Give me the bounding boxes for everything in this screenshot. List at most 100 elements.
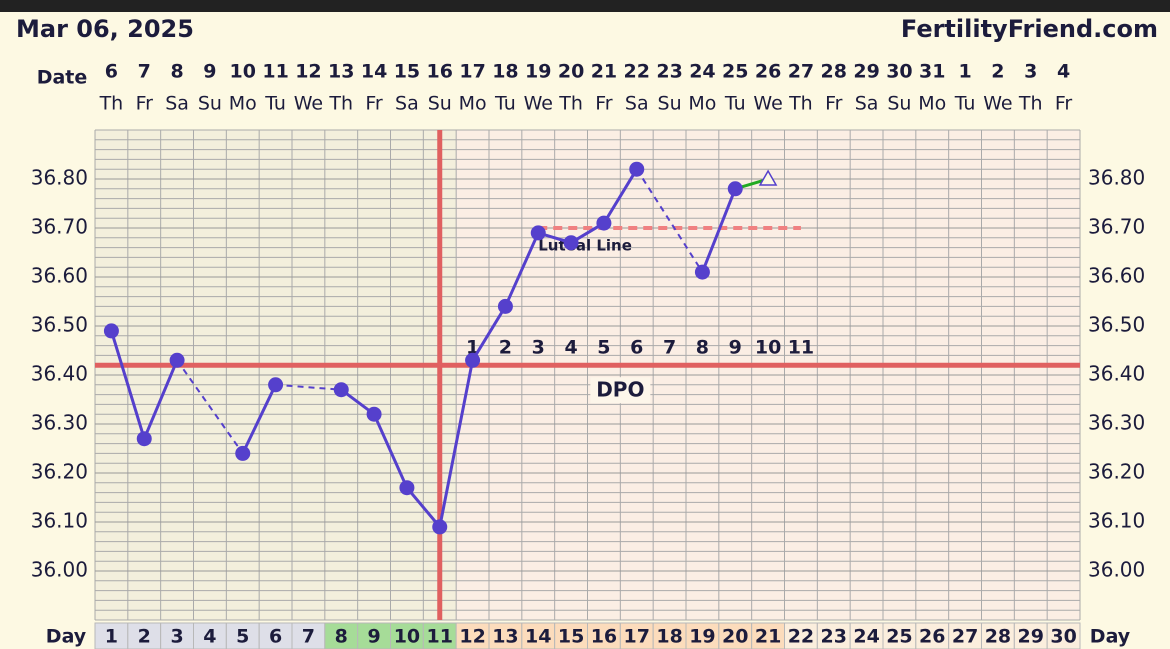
day-number: 11: [427, 626, 453, 648]
day-number: 15: [558, 626, 584, 648]
date-label: 10: [230, 61, 256, 83]
day-cell: [685, 622, 720, 649]
dpo-number: 8: [696, 337, 709, 359]
y-tick-label: 36.40: [1088, 362, 1145, 386]
weekday-label: Tu: [954, 93, 976, 115]
weekday-label: Th: [558, 93, 583, 115]
y-tick-label: 36.30: [31, 411, 88, 435]
day-number: 5: [236, 626, 249, 648]
weekday-label: We: [294, 93, 323, 115]
day-number: 19: [689, 626, 715, 648]
temperature-point: [136, 431, 152, 447]
day-number: 29: [1018, 626, 1044, 648]
y-tick-label: 36.30: [1088, 411, 1145, 435]
weekday-label: Fr: [1055, 93, 1073, 115]
day-cell: [291, 622, 326, 649]
date-label: 12: [295, 61, 321, 83]
date-label: 19: [525, 61, 551, 83]
day-number: 8: [335, 626, 348, 648]
temperature-point: [465, 352, 481, 368]
dpo-number: 5: [597, 337, 610, 359]
source: FertilityFriend.com: [901, 15, 1158, 43]
temperature-point: [530, 225, 546, 241]
day-cell: [816, 622, 851, 649]
weekday-label: Tu: [724, 93, 746, 115]
y-tick-label: 36.80: [1088, 166, 1145, 190]
date-label: 4: [1057, 61, 1070, 83]
day-number: 4: [203, 626, 216, 648]
date-label: 8: [170, 61, 183, 83]
dpo-number: 7: [663, 337, 676, 359]
date-label: 3: [1024, 61, 1037, 83]
dpo-number: 9: [729, 337, 742, 359]
weekday-label: Fr: [136, 93, 154, 115]
day-number: 27: [952, 626, 978, 648]
date-label: 21: [591, 61, 617, 83]
temperature-line: [340, 168, 639, 531]
top-bar: [0, 0, 1170, 12]
date-label: 23: [656, 61, 682, 83]
y-tick-label: 36.20: [1088, 460, 1145, 484]
day-number: 14: [525, 626, 551, 648]
day-cell: [160, 622, 195, 649]
day-number: 2: [138, 626, 151, 648]
day-number: 13: [492, 626, 518, 648]
weekday-label: We: [983, 93, 1012, 115]
day-number: 12: [459, 626, 485, 648]
day-cell: [554, 622, 589, 649]
date-label: 25: [722, 61, 748, 83]
y-tick-label: 36.70: [31, 215, 88, 239]
date-label: 14: [361, 61, 387, 83]
y-tick-label: 36.00: [31, 558, 88, 582]
weekday-label: Mo: [688, 93, 716, 115]
weekday-label: Th: [788, 93, 813, 115]
weekday-label: Su: [887, 93, 911, 115]
day-cell: [324, 622, 359, 649]
date-label: 17: [459, 61, 485, 83]
day-number: 22: [788, 626, 814, 648]
temperature-line: [701, 188, 737, 273]
date-label: 20: [558, 61, 584, 83]
weekday-label: Su: [198, 93, 222, 115]
dpo-number: 11: [788, 337, 814, 359]
temperature-point: [629, 161, 645, 177]
day-number: 6: [269, 626, 282, 648]
temperature-point: [333, 382, 349, 398]
date-label: 7: [138, 61, 151, 83]
weekday-label: Su: [428, 93, 452, 115]
temperature-point: [497, 298, 513, 314]
date-label: 13: [328, 61, 354, 83]
temperature-point: [103, 323, 119, 339]
weekday-label: Mo: [459, 93, 487, 115]
day-number: 10: [394, 626, 420, 648]
weekday-label: Mo: [229, 93, 257, 115]
day-number: 1: [105, 626, 118, 648]
temperature-point: [366, 406, 382, 422]
date-label: 18: [492, 61, 518, 83]
day-cell: [422, 622, 457, 649]
date-label: 1: [958, 61, 971, 83]
chart-title: Mar 06, 2025: [16, 15, 194, 43]
day-number: 30: [1050, 626, 1076, 648]
date-label: 6: [105, 61, 118, 83]
date-label: 29: [853, 61, 879, 83]
day-cell: [849, 622, 884, 649]
weekday-label: Th: [328, 93, 353, 115]
temperature-point: [399, 480, 415, 496]
gap-connector: [176, 359, 244, 454]
day-number: 16: [591, 626, 617, 648]
y-tick-label: 36.70: [1088, 215, 1145, 239]
weekday-label: We: [753, 93, 782, 115]
y-tick-label: 36.20: [31, 460, 88, 484]
temperature-point: [432, 519, 448, 535]
weekday-label: Fr: [825, 93, 843, 115]
weekday-label: Fr: [365, 93, 383, 115]
weekday-label: Sa: [855, 93, 879, 115]
weekday-label: Th: [1018, 93, 1043, 115]
day-label: Day: [1090, 626, 1131, 648]
date-label: 26: [755, 61, 781, 83]
day-number: 9: [367, 626, 380, 648]
day-number: 7: [302, 626, 315, 648]
day-number: 28: [985, 626, 1011, 648]
